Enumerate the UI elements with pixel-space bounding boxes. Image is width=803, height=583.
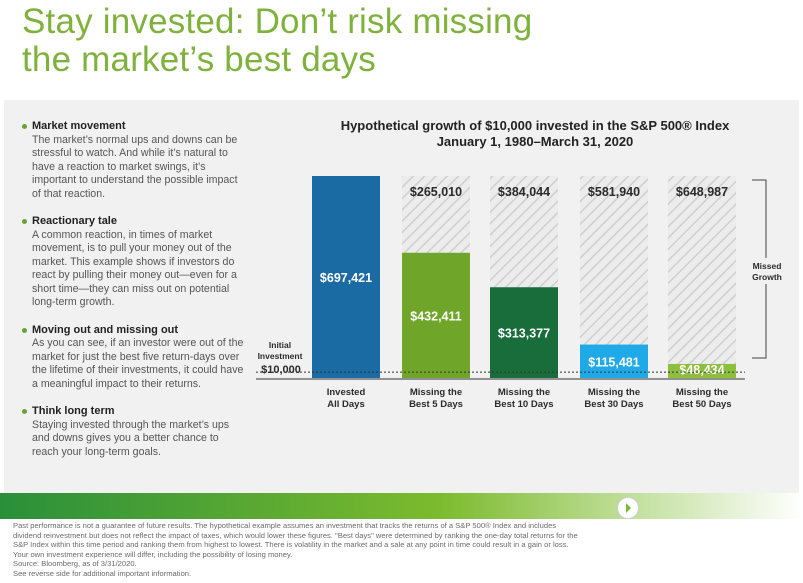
- category-label: Missing the: [588, 387, 640, 398]
- missed-growth-label: Growth: [752, 272, 782, 282]
- bullet-dot-icon: [22, 124, 27, 129]
- content-panel: [4, 100, 799, 493]
- missed-value-label: $384,044: [498, 185, 550, 199]
- bullet-body: A common reaction, in times of market mo…: [32, 228, 237, 309]
- value-bar: [490, 287, 558, 378]
- next-arrow-button[interactable]: [617, 497, 639, 519]
- missed-value-label: $265,010: [410, 185, 462, 199]
- bullet-body: The market’s normal ups and downs can be…: [32, 133, 238, 200]
- missed-growth-bar: [490, 176, 558, 288]
- bar-value-label: $697,421: [320, 271, 372, 285]
- bar-value-label: $432,411: [410, 309, 461, 323]
- missed-growth-label: Missed: [753, 261, 782, 271]
- initial-investment-label: Investment: [258, 351, 303, 361]
- bracket-label-bg: [748, 258, 788, 284]
- bullet-think-long-term: Think long term Staying invested through…: [22, 405, 247, 459]
- missed-growth-bar: [402, 176, 470, 253]
- headline-line-2: the market’s best days: [22, 40, 376, 79]
- missed-value-label: $581,940: [588, 185, 640, 199]
- initial-investment-value: $10,000: [261, 364, 301, 376]
- chart-title: Hypothetical growth of $10,000 invested …: [340, 118, 730, 133]
- category-label: Best 5 Days: [409, 399, 463, 410]
- chart-title-block: Hypothetical growth of $10,000 invested …: [300, 118, 770, 150]
- disclaimer-line: S&P Index within this time period and ra…: [13, 540, 569, 550]
- value-bar: [402, 252, 470, 378]
- missed-value-label: $648,987: [676, 185, 728, 199]
- bullet-title: Think long term: [32, 405, 115, 417]
- category-label: Best 50 Days: [672, 399, 731, 410]
- bullet-moving-out: Moving out and missing out As you can se…: [22, 324, 247, 392]
- bullet-dot-icon: [22, 409, 27, 414]
- category-label: Invested: [327, 387, 366, 398]
- disclaimer-source: Source: Bloomberg, as of 3/31/2020.: [13, 559, 137, 569]
- category-label: Best 30 Days: [584, 399, 643, 410]
- bar-value-label: $48,434: [679, 363, 724, 377]
- bullet-market-movement: Market movement The market’s normal ups …: [22, 120, 247, 201]
- disclaimer-line: dividend reinvestment but does not refle…: [13, 530, 578, 540]
- bar-value-label: $115,481: [588, 355, 639, 369]
- headline-line-1: Stay invested: Don’t risk missing: [22, 2, 533, 41]
- bullet-reactionary-tale: Reactionary tale A common reaction, in t…: [22, 215, 247, 310]
- chevron-right-icon: [626, 503, 631, 513]
- bullet-title: Market movement: [32, 120, 126, 132]
- bullet-list: Market movement The market’s normal ups …: [22, 120, 247, 473]
- missed-growth-bar: [580, 176, 648, 345]
- bullet-dot-icon: [22, 219, 27, 224]
- bullet-title: Reactionary tale: [32, 215, 117, 227]
- bullet-body: As you can see, if an investor were out …: [32, 337, 244, 390]
- category-label: All Days: [327, 399, 365, 410]
- bullet-title: Moving out and missing out: [32, 323, 179, 336]
- bar-value-label: $313,377: [498, 327, 550, 341]
- bullet-body: Staying invested through the market’s up…: [32, 418, 230, 458]
- value-bar: [668, 363, 736, 378]
- initial-investment-label: Initial: [269, 340, 291, 350]
- category-label: Missing the: [498, 387, 550, 398]
- disclaimer-line: Your own investment experience will diff…: [13, 549, 293, 559]
- chart-subtitle: January 1, 1980–March 31, 2020: [436, 134, 634, 149]
- disclaimer: Past performance is not a guarantee of f…: [13, 521, 793, 579]
- value-bar: [312, 176, 380, 378]
- footer-accent-bar: [0, 493, 803, 519]
- bullet-dot-icon: [22, 327, 27, 333]
- category-label: Best 10 Days: [494, 399, 553, 410]
- disclaimer-reverse-note: See reverse side for additional importan…: [13, 568, 192, 578]
- disclaimer-line: Past performance is not a guarantee of f…: [13, 521, 557, 530]
- category-label: Missing the: [676, 387, 728, 398]
- category-label: Missing the: [410, 387, 462, 398]
- missed-growth-bar: [668, 176, 736, 364]
